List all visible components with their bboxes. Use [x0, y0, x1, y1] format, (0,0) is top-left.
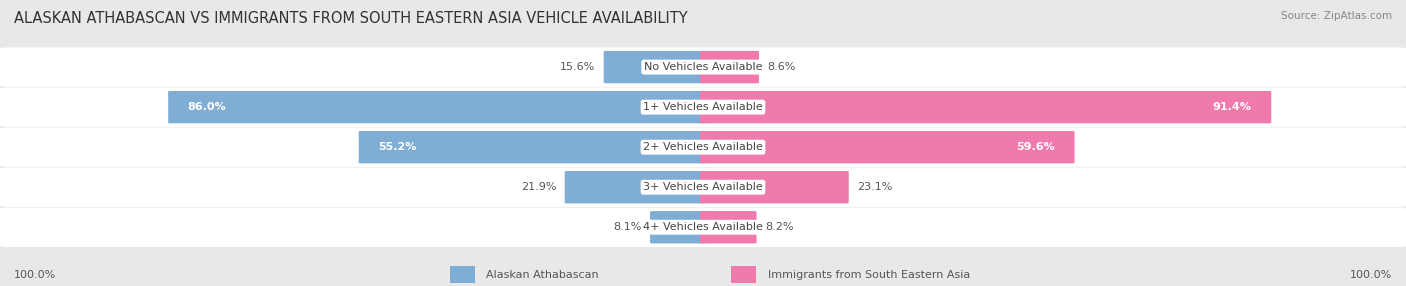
Text: 15.6%: 15.6% — [560, 62, 595, 72]
Text: 4+ Vehicles Available: 4+ Vehicles Available — [643, 222, 763, 232]
Text: 23.1%: 23.1% — [858, 182, 893, 192]
Text: 55.2%: 55.2% — [378, 142, 416, 152]
FancyBboxPatch shape — [700, 131, 1074, 163]
Text: 1+ Vehicles Available: 1+ Vehicles Available — [643, 102, 763, 112]
FancyBboxPatch shape — [359, 131, 706, 163]
Text: 100.0%: 100.0% — [1350, 270, 1392, 279]
FancyBboxPatch shape — [700, 211, 756, 243]
Text: 59.6%: 59.6% — [1017, 142, 1054, 152]
FancyBboxPatch shape — [450, 266, 475, 283]
FancyBboxPatch shape — [565, 171, 706, 203]
Text: Alaskan Athabascan: Alaskan Athabascan — [486, 270, 599, 279]
Text: No Vehicles Available: No Vehicles Available — [644, 62, 762, 72]
FancyBboxPatch shape — [650, 211, 706, 243]
Text: Source: ZipAtlas.com: Source: ZipAtlas.com — [1281, 11, 1392, 21]
FancyBboxPatch shape — [700, 91, 1271, 123]
FancyBboxPatch shape — [700, 171, 849, 203]
FancyBboxPatch shape — [0, 88, 1406, 127]
Text: ALASKAN ATHABASCAN VS IMMIGRANTS FROM SOUTH EASTERN ASIA VEHICLE AVAILABILITY: ALASKAN ATHABASCAN VS IMMIGRANTS FROM SO… — [14, 11, 688, 26]
FancyBboxPatch shape — [0, 168, 1406, 207]
FancyBboxPatch shape — [700, 51, 759, 83]
FancyBboxPatch shape — [0, 208, 1406, 247]
Text: 86.0%: 86.0% — [188, 102, 226, 112]
Text: 21.9%: 21.9% — [520, 182, 557, 192]
Text: 8.6%: 8.6% — [768, 62, 796, 72]
FancyBboxPatch shape — [0, 47, 1406, 87]
FancyBboxPatch shape — [169, 91, 706, 123]
Text: 8.2%: 8.2% — [765, 222, 793, 232]
FancyBboxPatch shape — [603, 51, 706, 83]
Text: 100.0%: 100.0% — [14, 270, 56, 279]
Text: 3+ Vehicles Available: 3+ Vehicles Available — [643, 182, 763, 192]
FancyBboxPatch shape — [0, 128, 1406, 167]
Text: 91.4%: 91.4% — [1213, 102, 1251, 112]
Text: 8.1%: 8.1% — [613, 222, 641, 232]
Text: Immigrants from South Eastern Asia: Immigrants from South Eastern Asia — [768, 270, 970, 279]
FancyBboxPatch shape — [731, 266, 756, 283]
Text: 2+ Vehicles Available: 2+ Vehicles Available — [643, 142, 763, 152]
